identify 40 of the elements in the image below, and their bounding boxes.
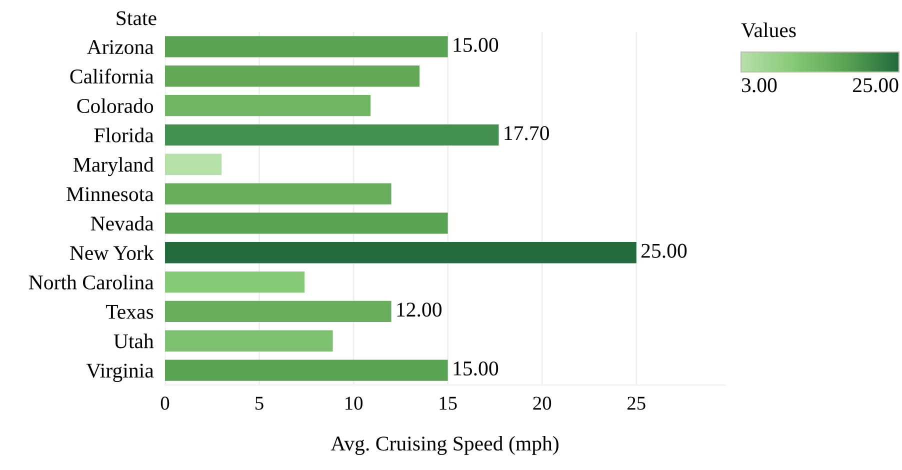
- legend-title: Values: [741, 22, 796, 38]
- y-tick-label: Texas: [106, 305, 154, 319]
- bar: [165, 36, 448, 58]
- y-tick-label: Florida: [94, 128, 154, 142]
- bar: [165, 212, 448, 234]
- data-label: 17.70: [504, 126, 549, 140]
- y-tick-label: Virginia: [86, 364, 154, 382]
- data-label: 12.00: [397, 302, 442, 317]
- y-tick-label: North Carolina: [28, 274, 154, 290]
- y-axis-title: State: [116, 11, 156, 26]
- x-tick-label: 0: [160, 396, 170, 410]
- y-tick-label: Nevada: [90, 216, 154, 231]
- x-tick-label: 25: [628, 396, 646, 410]
- bar: [165, 360, 448, 381]
- y-tick-label: Utah: [114, 334, 154, 348]
- x-tick-label: 20: [533, 396, 552, 410]
- bar: [165, 154, 222, 175]
- color-bar-label: 25.00: [853, 78, 898, 92]
- x-tick-label: 15: [440, 396, 457, 410]
- y-tick-label: Colorado: [77, 98, 154, 113]
- data-label: 15.00: [454, 361, 498, 376]
- data-label: 25.00: [641, 244, 687, 258]
- bar: [165, 330, 333, 352]
- y-tick-label: Arizona: [86, 40, 154, 54]
- data-label: 15.00: [454, 38, 498, 52]
- bar: [165, 124, 499, 146]
- bar: [165, 271, 305, 293]
- color-bar-label: 3.00: [742, 78, 777, 92]
- y-tick-label: New York: [70, 245, 154, 260]
- x-tick-label: 10: [346, 396, 363, 410]
- bar: [165, 242, 636, 264]
- bar: [165, 300, 392, 322]
- y-tick-label: Maryland: [73, 157, 154, 176]
- x-tick-label: 5: [256, 396, 264, 410]
- bar: [165, 66, 420, 87]
- y-tick-label: California: [70, 68, 154, 84]
- bar: [165, 94, 371, 116]
- y-tick-label: Minnesota: [66, 187, 154, 202]
- bar: [165, 183, 392, 204]
- x-axis-title: Avg. Cruising Speed (mph): [330, 436, 558, 455]
